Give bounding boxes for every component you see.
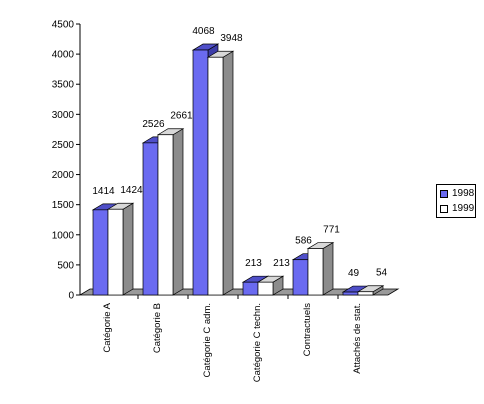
x-category-label: Catégorie B xyxy=(152,303,163,353)
data-label: 1424 xyxy=(120,185,143,196)
bar-1999-1 xyxy=(157,134,174,296)
bar-1998-1 xyxy=(142,142,159,296)
data-label: 4068 xyxy=(192,26,215,37)
bar-side xyxy=(122,202,134,296)
x-category-label: Catégorie C adm. xyxy=(202,303,213,377)
bar-1999-2 xyxy=(207,56,224,296)
bar-1999-5 xyxy=(357,291,374,296)
x-category-label: Catégorie A xyxy=(102,302,113,352)
legend-label-1998: 1998 xyxy=(452,188,475,199)
legend-swatch-1999 xyxy=(440,205,448,213)
bar-1998-5 xyxy=(342,291,359,296)
x-category-label: Contractuels xyxy=(302,303,313,357)
x-category-label: Attachés de stat. xyxy=(352,303,363,374)
legend-item-1998: 1998 xyxy=(440,188,474,200)
legend: 1998 1999 xyxy=(436,184,476,218)
data-label: 49 xyxy=(348,268,360,279)
data-label: 213 xyxy=(245,258,262,269)
y-tick-label: 500 xyxy=(57,260,74,271)
bar-1998-0 xyxy=(92,209,109,296)
y-tick-label: 3500 xyxy=(52,80,75,91)
bar-1999-0 xyxy=(107,208,124,296)
data-label: 2661 xyxy=(170,111,193,122)
data-label: 3948 xyxy=(220,33,243,44)
bar-side xyxy=(222,50,234,296)
data-label: 2526 xyxy=(142,119,165,130)
data-label: 771 xyxy=(323,225,340,236)
bar-side xyxy=(172,128,184,296)
y-tick-label: 2500 xyxy=(52,140,75,151)
bar-side xyxy=(322,241,334,296)
y-tick-label: 3000 xyxy=(52,110,75,121)
y-tick-label: 1500 xyxy=(52,200,75,211)
bar-1998-4 xyxy=(292,259,309,296)
data-label: 213 xyxy=(273,258,290,269)
legend-label-1999: 1999 xyxy=(452,203,475,214)
bar-1998-2 xyxy=(192,49,209,296)
legend-swatch-1998 xyxy=(440,190,448,198)
data-label: 1414 xyxy=(92,186,115,197)
y-tick-label: 4000 xyxy=(52,50,75,61)
y-tick-label: 4500 xyxy=(52,20,75,31)
bar-1999-4 xyxy=(307,248,324,296)
x-category-label: Catégorie C techn. xyxy=(252,303,263,382)
bar-1999-3 xyxy=(257,281,274,296)
y-tick-label: 0 xyxy=(68,291,74,302)
bar-1998-3 xyxy=(242,281,259,296)
data-label: 586 xyxy=(295,236,312,247)
legend-item-1999: 1999 xyxy=(440,203,474,215)
data-label: 54 xyxy=(376,268,388,279)
y-tick-label: 2000 xyxy=(52,170,75,181)
y-tick-label: 1000 xyxy=(52,230,75,241)
